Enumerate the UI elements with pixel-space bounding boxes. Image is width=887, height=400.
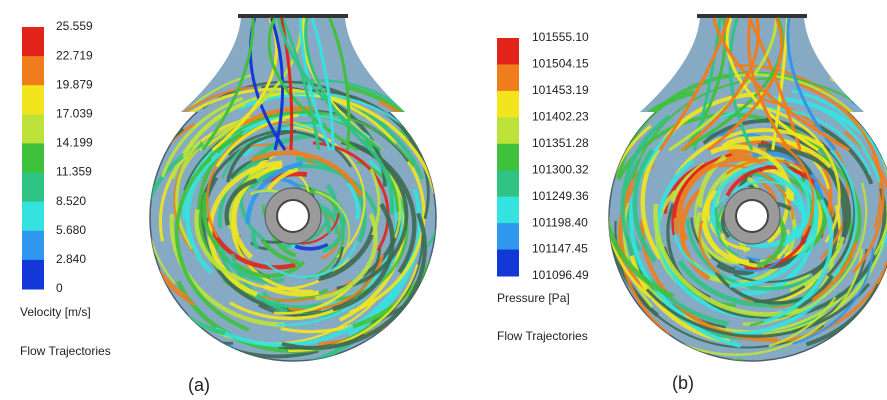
legend-quantity: Pressure [Pa] xyxy=(497,291,570,305)
colorbar-tick-label: 101249.36 xyxy=(532,189,589,203)
colorbar-tick-label: 101300.32 xyxy=(532,162,589,176)
colorbar-tick-label: 14.199 xyxy=(56,136,93,150)
outlet-flange xyxy=(697,14,807,18)
hub-bore xyxy=(277,200,309,232)
colorbar-tick-label: 101351.28 xyxy=(532,136,589,150)
colorbar-tick-label: 8.520 xyxy=(56,194,86,208)
colorbar-band xyxy=(22,114,44,144)
colorbar-band xyxy=(497,197,519,224)
colorbar-band xyxy=(22,56,44,86)
colorbar-tick-label: 101555.10 xyxy=(532,30,589,44)
colorbar-tick-label: 11.359 xyxy=(56,165,92,179)
colorbar-band xyxy=(22,85,44,115)
colorbar-tick-label: 101504.15 xyxy=(532,57,589,71)
colorbar-band xyxy=(497,38,519,65)
legend-quantity: Velocity [m/s] xyxy=(20,305,91,319)
colorbar-band xyxy=(22,260,44,290)
colorbar-tick-label: 101402.23 xyxy=(532,110,589,124)
pump xyxy=(596,14,887,361)
colorbar-band xyxy=(497,144,519,171)
colorbar-band xyxy=(22,231,44,261)
colorbar-band xyxy=(22,173,44,203)
colorbar-band xyxy=(22,27,44,57)
colorbar-tick-label: 17.039 xyxy=(56,107,93,121)
figure: (a) (b) Velocity [m/s] Flow Trajectories… xyxy=(0,0,887,400)
colorbar-tick-label: 101096.49 xyxy=(532,268,589,282)
colorbar-tick-label: 101147.45 xyxy=(532,242,588,256)
outlet-flange xyxy=(238,14,348,18)
colorbar-band xyxy=(497,117,519,144)
panel-label: (a) xyxy=(188,375,210,395)
legend-mode: Flow Trajectories xyxy=(497,329,588,343)
colorbar-tick-label: 25.559 xyxy=(56,19,93,33)
colorbar-tick-label: 19.879 xyxy=(56,77,93,91)
colorbar-band xyxy=(497,223,519,250)
colorbar-band xyxy=(22,143,44,173)
colorbar-tick-label: 0 xyxy=(56,281,63,295)
colorbar-tick-label: 5.680 xyxy=(56,223,86,237)
colorbar-band xyxy=(497,64,519,91)
colorbar-band xyxy=(22,202,44,232)
pump xyxy=(85,14,476,370)
colorbar-tick-label: 22.719 xyxy=(56,48,93,62)
hub-bore xyxy=(736,200,768,232)
colorbar-tick-label: 101198.40 xyxy=(532,215,588,229)
colorbar-tick-label: 101453.19 xyxy=(532,83,589,97)
colorbar-band xyxy=(497,250,519,277)
colorbar-band xyxy=(497,91,519,118)
colorbar-band xyxy=(497,170,519,197)
legend-mode: Flow Trajectories xyxy=(20,344,111,358)
panel-label: (b) xyxy=(672,373,694,393)
colorbar-tick-label: 2.840 xyxy=(56,252,86,266)
